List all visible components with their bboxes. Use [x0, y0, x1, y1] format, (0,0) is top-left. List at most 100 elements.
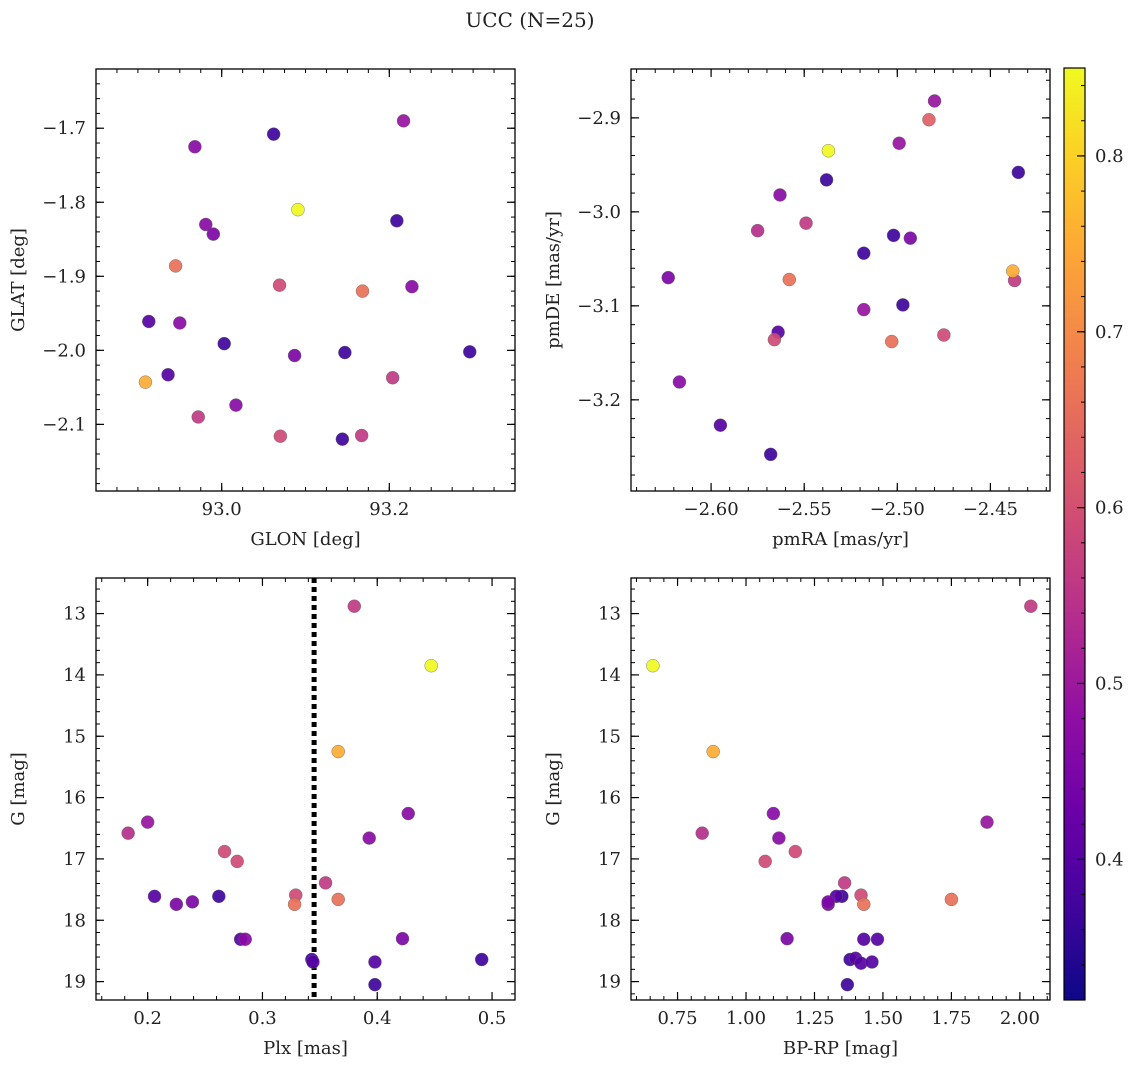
- scatter-point: [892, 136, 906, 150]
- colorbar-tick-label: 0.6: [1095, 498, 1124, 519]
- scatter-point: [896, 298, 910, 312]
- scatter-point: [306, 955, 320, 969]
- x-tick-label: 1.75: [931, 1008, 971, 1029]
- scatter-point: [147, 889, 162, 904]
- y-tick-label: 18: [63, 910, 86, 931]
- colorbar-tick-label: 0.7: [1095, 322, 1124, 343]
- scatter-point: [772, 831, 786, 845]
- scatter-point: [121, 826, 135, 840]
- scatter-point: [819, 173, 834, 187]
- scatter-point: [266, 127, 281, 141]
- x-tick-label: −2.50: [870, 499, 925, 520]
- scatter-point: [672, 375, 687, 389]
- scatter-point: [750, 223, 765, 238]
- scatter-point: [199, 217, 213, 232]
- colorbar-tick-label: 0.5: [1095, 673, 1124, 694]
- x-axis-label: Plx [mas]: [263, 1038, 348, 1059]
- y-tick-label: 17: [598, 849, 621, 870]
- x-axis-label: BP-RP [mag]: [783, 1038, 898, 1059]
- x-tick-label: 1.25: [794, 1008, 834, 1029]
- scatter-point: [185, 895, 200, 909]
- data-layer: [646, 599, 1038, 992]
- scatter-point: [767, 332, 782, 347]
- colorbar-frame: [1063, 67, 1086, 1001]
- y-tick-label: 16: [63, 788, 86, 809]
- y-tick-label: 14: [598, 665, 621, 686]
- scatter-point: [191, 410, 205, 424]
- y-tick-label: −2.0: [42, 340, 86, 361]
- y-tick-label: 18: [598, 910, 621, 931]
- scatter-point: [424, 659, 438, 673]
- panel-color-magnitude: 0.75 1.00 1.25 1.50 1.75 2.00 13 14 15 16 17 18 19 BP…: [543, 577, 1051, 1059]
- scatter-point: [331, 744, 345, 759]
- data-layer: [121, 578, 489, 1000]
- scatter-point: [885, 334, 899, 349]
- x-tick-label: 0.3: [248, 1008, 277, 1029]
- scatter-point: [763, 447, 778, 462]
- scatter-point: [922, 113, 936, 127]
- scatter-point: [695, 826, 709, 840]
- scatter-point: [229, 398, 243, 412]
- scatter-point: [780, 931, 794, 946]
- y-tick-label: 15: [63, 726, 86, 747]
- scatter-point: [188, 140, 202, 154]
- y-tick-label: −3.2: [577, 390, 621, 411]
- y-axis-label: GLAT [deg]: [8, 228, 29, 332]
- scatter-point: [138, 375, 153, 389]
- scatter-point: [140, 815, 155, 829]
- y-tick-label: −3.0: [577, 202, 621, 223]
- scatter-point: [291, 202, 305, 217]
- scatter-point: [937, 328, 951, 342]
- x-tick-label: 0.4: [363, 1008, 392, 1029]
- scatter-point: [287, 897, 302, 912]
- scatter-point: [273, 429, 288, 443]
- scatter-point: [217, 844, 232, 859]
- plot-frame: [95, 68, 516, 492]
- scatter-point: [706, 744, 720, 759]
- y-tick-label: 15: [598, 726, 621, 747]
- y-axis-label: G [mag]: [8, 752, 29, 825]
- panel-glon-glat: 93.0 93.2 −1.7 −1.8 −1.9 −2.0 −2.1 GLON [deg] GL…: [8, 68, 516, 550]
- scatter-point: [782, 272, 796, 287]
- x-tick-label: −2.55: [777, 499, 832, 520]
- y-tick-label: 17: [63, 849, 86, 870]
- x-axis-label: GLON [deg]: [250, 529, 360, 550]
- figure-title: UCC (N=25): [465, 8, 594, 32]
- scatter-point: [405, 279, 419, 294]
- x-tick-label: −2.45: [963, 499, 1018, 520]
- plot-frame: [630, 577, 1051, 1001]
- colorbar-tick-label: 0.8: [1095, 146, 1124, 167]
- y-tick-label: 19: [598, 972, 621, 993]
- scatter-point: [238, 932, 252, 946]
- x-tick-label: 1.00: [726, 1008, 766, 1029]
- scatter-point: [857, 897, 871, 912]
- scatter-point: [287, 348, 302, 363]
- scatter-point: [217, 336, 231, 351]
- scatter-point: [335, 432, 350, 446]
- scatter-point: [886, 228, 901, 243]
- y-tick-label: −1.9: [42, 266, 86, 287]
- scatter-point: [773, 188, 787, 202]
- plot-frame: [95, 577, 516, 1001]
- scatter-point: [1024, 599, 1038, 613]
- panel-parallax-magnitude: 0.2 0.3 0.4 0.5 13 14 15 16 17 18 19 Plx [mas] G [ma…: [8, 577, 516, 1059]
- y-tick-label: 16: [598, 788, 621, 809]
- scatter-point: [766, 806, 781, 821]
- scatter-point: [168, 259, 183, 273]
- x-tick-label: 0.2: [133, 1008, 162, 1029]
- scatter-point: [857, 302, 871, 317]
- x-tick-label: −2.60: [683, 499, 738, 520]
- scatter-point: [713, 418, 728, 432]
- panel-proper-motion: −2.60 −2.55 −2.50 −2.45 −2.9 −3.0 −3.1 −3.2 pmRA…: [543, 68, 1051, 550]
- x-tick-label: 0.75: [658, 1008, 698, 1029]
- axis-ticks: [96, 578, 516, 1000]
- scatter-point: [385, 371, 400, 385]
- data-layer: [661, 94, 1026, 462]
- y-tick-label: −1.7: [42, 118, 86, 139]
- scatter-point: [475, 952, 489, 967]
- y-tick-label: 19: [63, 972, 86, 993]
- scatter-point: [1011, 165, 1026, 180]
- scatter-point: [395, 931, 410, 946]
- scatter-point: [142, 314, 156, 329]
- y-tick-label: −3.1: [577, 296, 621, 317]
